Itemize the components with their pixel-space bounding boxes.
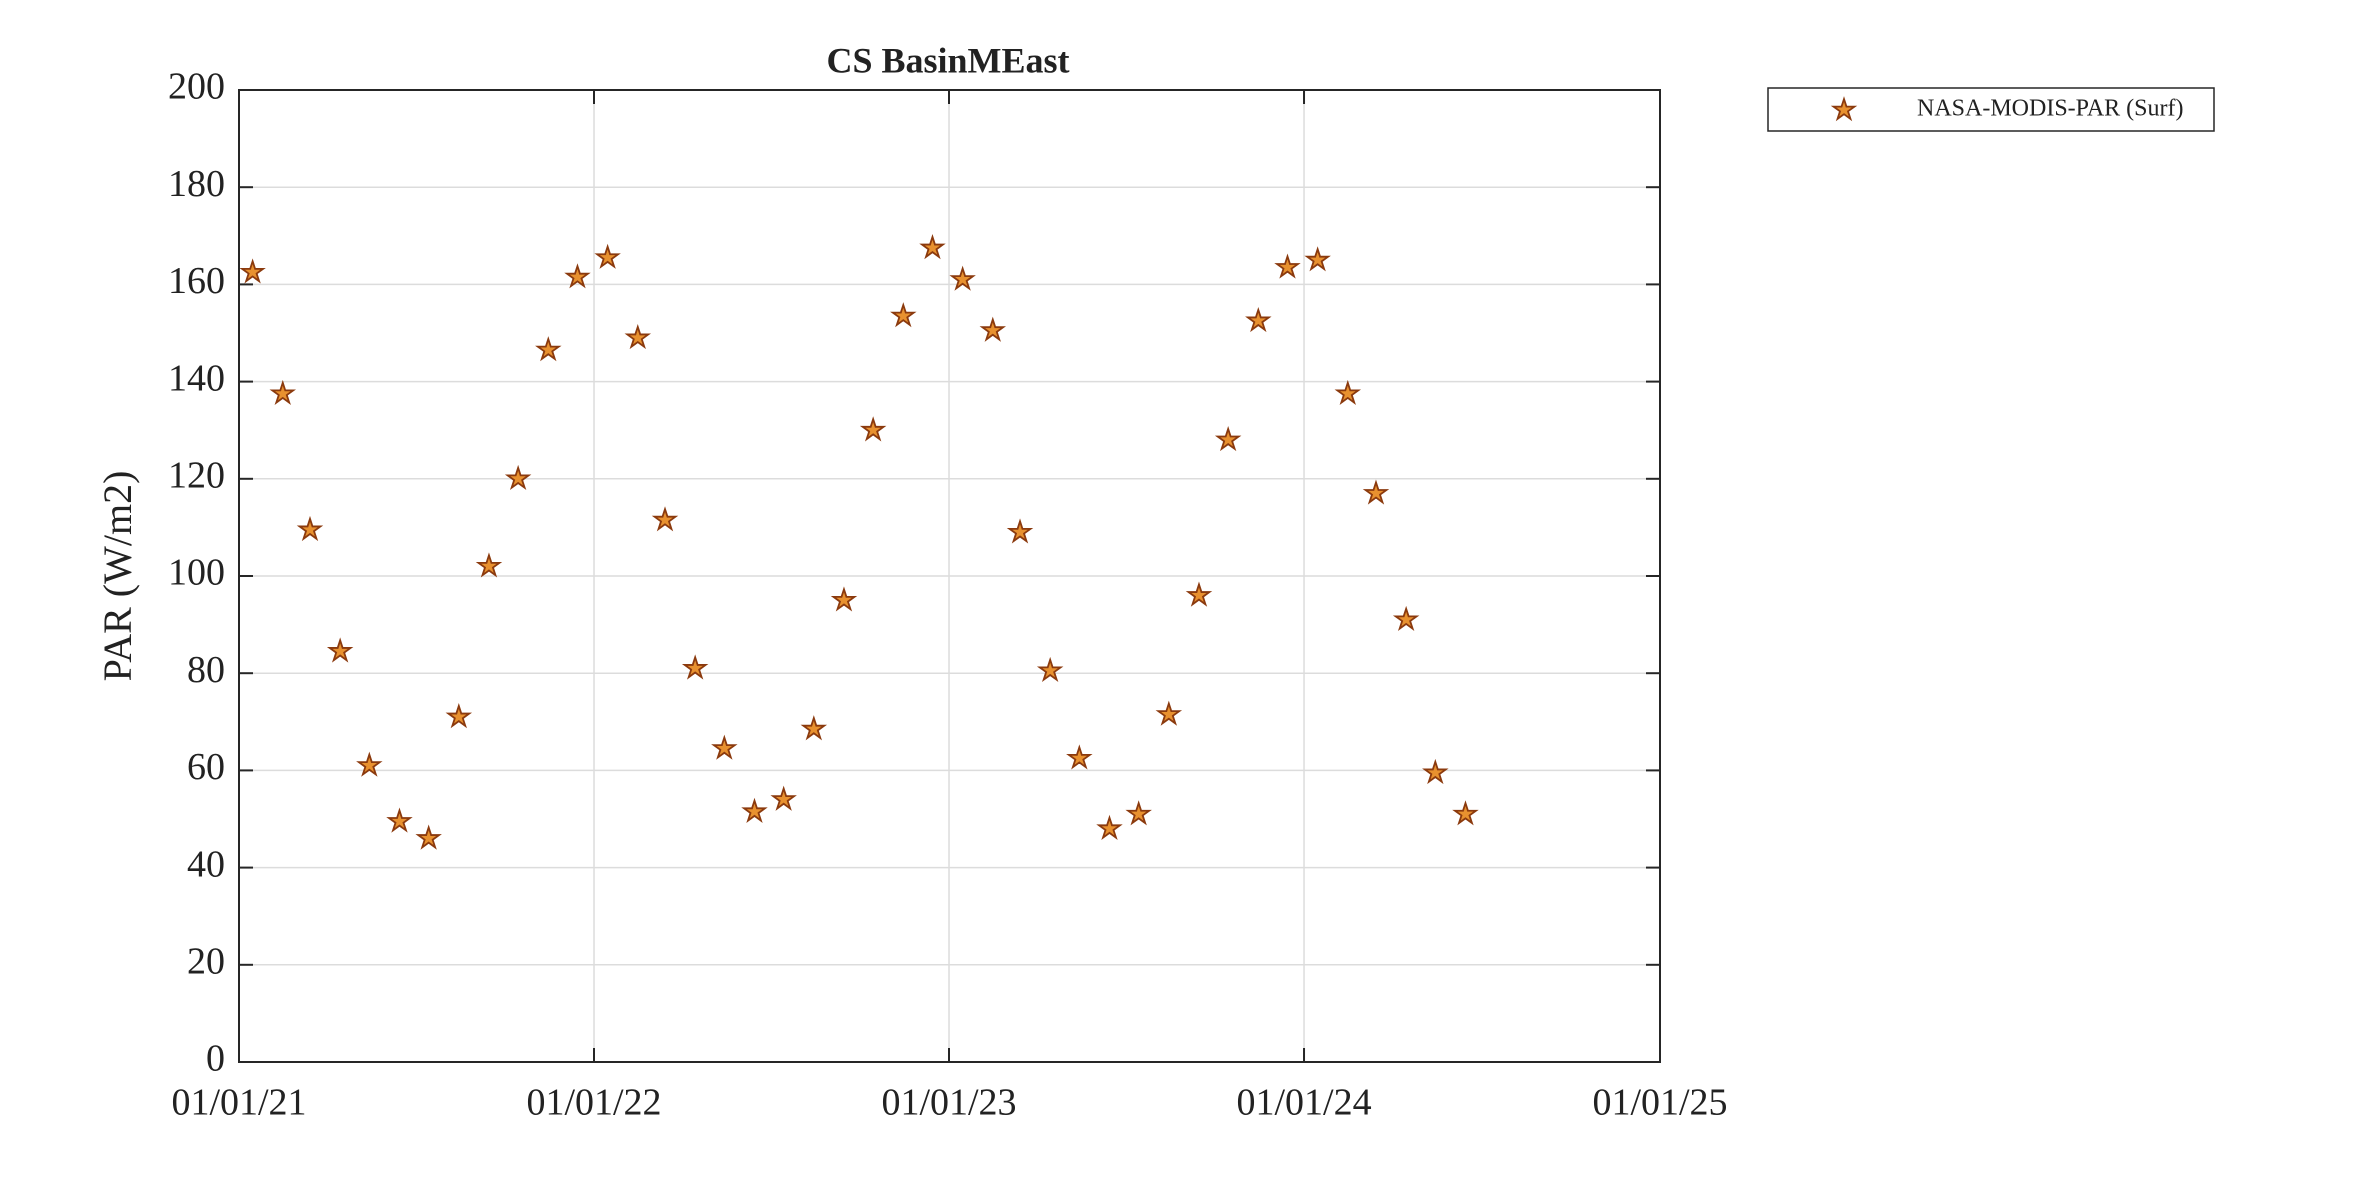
legend-label: NASA-MODIS-PAR (Surf) [1917,96,2183,122]
data-point [624,323,652,350]
legend-marker [1830,96,1858,122]
data-point [1392,605,1420,631]
x-tick-label: 01/01/24 [1236,1082,1371,1124]
y-tick-label: 0 [206,1038,225,1080]
data-point [919,234,946,260]
data-point [1452,800,1479,826]
data-point [356,751,383,777]
y-tick-label: 100 [168,552,225,594]
x-tick-label: 01/01/23 [881,1082,1016,1124]
chart-title: CS BasinMEast [826,40,1069,80]
data-point [1155,700,1183,726]
x-tick-label: 01/01/21 [171,1082,306,1124]
data-point [1036,656,1064,683]
data-point [651,506,679,532]
data-point [504,464,532,491]
data-point [535,336,562,362]
data-point [564,263,591,289]
data-point [741,797,768,823]
data-point [800,715,828,741]
data-point [415,824,442,850]
data-point [1125,800,1152,826]
y-tick-label: 20 [187,941,225,983]
data-point [1096,814,1123,840]
data-point [269,379,297,406]
data-point [711,734,738,760]
y-tick-label: 80 [187,649,225,691]
data-point [1422,758,1449,785]
data-point [445,703,473,729]
data-point [1185,581,1213,607]
data-point [890,302,917,328]
data-point [239,258,266,284]
data-point [1006,518,1034,544]
y-tick-label: 40 [187,843,225,885]
data-point [1274,253,1301,279]
data-point [1304,246,1331,272]
data-point [1362,479,1390,505]
data-point [326,637,354,663]
y-tick-label: 200 [168,66,225,108]
data-point [1214,426,1242,452]
legend: NASA-MODIS-PAR (Surf) [1830,96,2183,122]
data-point [594,243,621,269]
data-point [1245,306,1272,333]
data-point [949,265,976,291]
plot-area: 0 20 40 60 80 100 120 140 160 180 200 01/01/21 01/01… [168,66,1728,1124]
y-tick-label: 180 [168,163,225,205]
y-tick-label: 120 [168,455,225,497]
y-tick-label: 60 [187,746,225,788]
y-tick-label: 160 [168,260,225,302]
axes-box [238,89,1661,1063]
x-tick-label: 01/01/25 [1592,1082,1727,1124]
data-point [681,654,709,680]
data-point [770,785,797,811]
x-tick-label: 01/01/22 [526,1082,661,1124]
y-axis-label: PAR (W/m2) [95,471,140,682]
data-point [1334,379,1362,406]
data-point [979,316,1007,342]
data-point [386,807,413,833]
data-point [859,416,887,442]
y-tick-label: 140 [168,357,225,399]
data-point [830,586,858,612]
data-point [475,552,503,578]
data-point [1066,744,1093,770]
data-point [296,515,324,542]
